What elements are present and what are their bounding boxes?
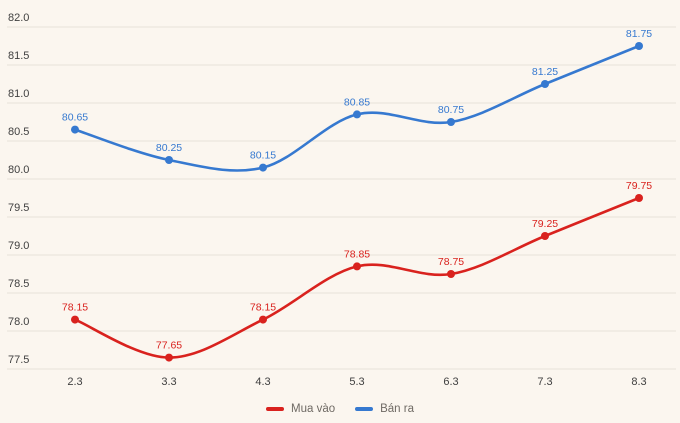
legend-item-ban-ra[interactable]: Bán ra [355, 403, 414, 415]
data-label-mua-vao: 77.65 [156, 340, 182, 352]
x-tick-label: 6.3 [443, 376, 458, 388]
data-point-mua-vao[interactable] [165, 353, 173, 362]
data-label-mua-vao: 79.75 [626, 180, 652, 192]
data-label-ban-ra: 80.15 [250, 150, 276, 162]
y-tick-label: 79.0 [8, 240, 29, 252]
data-label-ban-ra: 81.25 [532, 66, 558, 78]
data-point-mua-vao[interactable] [71, 315, 79, 324]
y-tick-label: 82.0 [8, 12, 29, 24]
data-label-ban-ra: 80.75 [438, 104, 464, 116]
data-point-mua-vao[interactable] [541, 232, 549, 240]
x-tick-label: 2.3 [67, 376, 82, 388]
x-tick-label: 8.3 [631, 376, 646, 388]
legend-swatch-mua-vao [266, 407, 284, 411]
y-tick-label: 78.0 [8, 316, 29, 328]
y-tick-label: 80.0 [8, 164, 29, 176]
data-label-mua-vao: 78.15 [250, 302, 276, 314]
data-label-mua-vao: 79.25 [532, 218, 558, 230]
data-point-mua-vao[interactable] [635, 194, 643, 202]
x-tick-label: 4.3 [255, 376, 270, 388]
data-label-ban-ra: 80.85 [344, 96, 370, 108]
data-point-ban-ra[interactable] [259, 163, 267, 172]
legend-swatch-ban-ra [355, 407, 374, 411]
legend-label-ban-ra: Bán ra [380, 403, 414, 415]
legend: Mua vào Bán ra [0, 403, 680, 415]
legend-label-mua-vao: Mua vào [291, 403, 336, 415]
legend-item-mua-vao[interactable]: Mua vào [266, 403, 335, 415]
y-tick-label: 81.5 [8, 50, 29, 62]
data-label-ban-ra: 80.25 [156, 142, 182, 154]
y-tick-label: 77.5 [8, 354, 29, 366]
data-point-ban-ra[interactable] [71, 125, 79, 134]
data-label-ban-ra: 80.65 [62, 112, 88, 124]
y-tick-label: 81.0 [8, 88, 29, 100]
data-label-ban-ra: 81.75 [626, 28, 652, 40]
data-point-ban-ra[interactable] [541, 80, 549, 88]
data-point-ban-ra[interactable] [165, 156, 173, 164]
y-tick-label: 80.5 [8, 126, 29, 138]
data-point-mua-vao[interactable] [353, 262, 361, 271]
data-point-mua-vao[interactable] [259, 315, 267, 324]
data-label-mua-vao: 78.15 [62, 302, 88, 314]
y-tick-label: 79.5 [8, 202, 29, 214]
x-tick-label: 7.3 [537, 376, 552, 388]
data-point-mua-vao[interactable] [447, 270, 455, 278]
data-label-mua-vao: 78.75 [438, 256, 464, 268]
data-point-ban-ra[interactable] [353, 110, 361, 119]
data-label-mua-vao: 78.85 [344, 248, 370, 260]
y-tick-label: 78.5 [8, 278, 29, 290]
x-tick-label: 5.3 [349, 376, 364, 388]
data-point-ban-ra[interactable] [447, 118, 455, 126]
data-point-ban-ra[interactable] [635, 42, 643, 50]
x-tick-label: 3.3 [161, 376, 176, 388]
